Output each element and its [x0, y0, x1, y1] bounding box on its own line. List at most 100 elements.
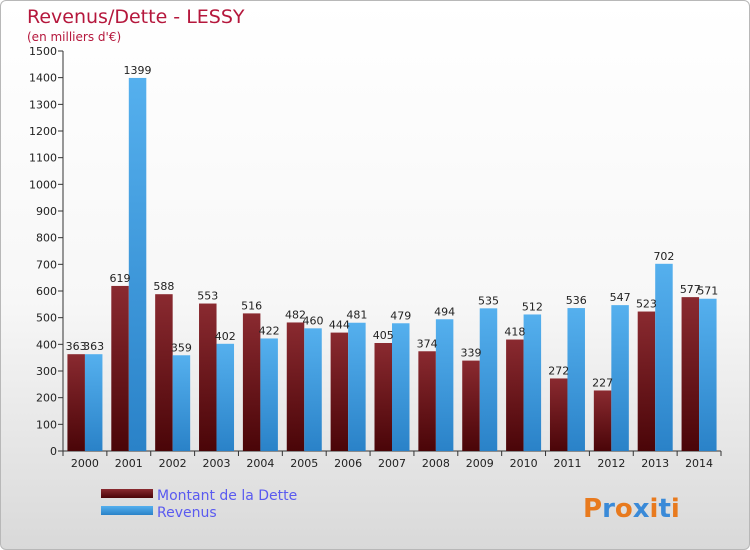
value-label: 523 — [636, 298, 657, 311]
value-label: 405 — [373, 329, 394, 342]
bar-dette — [593, 390, 612, 451]
bar-dette — [67, 354, 85, 451]
value-label: 516 — [241, 299, 262, 312]
value-label: 402 — [215, 330, 236, 343]
bar-revenus — [567, 308, 585, 451]
bar-revenus — [216, 343, 235, 451]
value-label: 339 — [460, 347, 481, 360]
y-tick-label: 1400 — [29, 72, 57, 85]
value-label: 363 — [66, 340, 87, 353]
bar-dette — [418, 351, 436, 451]
y-tick-label: 1000 — [29, 178, 57, 191]
bar-revenus — [260, 338, 278, 451]
y-tick-label: 1100 — [29, 152, 57, 165]
bar-dette — [155, 294, 173, 451]
bar-revenus — [523, 314, 542, 451]
legend-label: Montant de la Dette — [157, 488, 297, 504]
value-label: 479 — [390, 309, 411, 322]
bar-dette — [286, 322, 305, 451]
x-tick-label: 2007 — [378, 457, 406, 470]
y-tick-label: 700 — [36, 258, 57, 271]
value-label: 363 — [83, 340, 104, 353]
bar-revenus — [128, 77, 147, 451]
bar-revenus — [611, 305, 629, 451]
value-label: 494 — [434, 305, 455, 318]
value-label: 571 — [697, 285, 718, 298]
y-tick-label: 0 — [50, 445, 57, 458]
chart-subtitle: (en milliers d'€) — [27, 30, 121, 44]
x-tick-label: 2000 — [71, 457, 99, 470]
bar-dette — [506, 339, 524, 451]
value-label: 536 — [566, 294, 587, 307]
logo-text: Proxiti — [583, 494, 680, 524]
y-tick-label: 500 — [36, 312, 57, 325]
value-label: 512 — [522, 300, 543, 313]
value-label: 588 — [153, 280, 174, 293]
y-tick-label: 100 — [36, 418, 57, 431]
bar-revenus — [348, 322, 366, 451]
y-tick-label: 400 — [36, 338, 57, 351]
value-label: 418 — [504, 326, 525, 339]
bar-revenus — [172, 355, 191, 451]
value-label: 444 — [329, 319, 350, 332]
x-tick-label: 2013 — [641, 457, 669, 470]
value-label: 1399 — [124, 64, 152, 77]
bar-dette — [462, 360, 480, 451]
x-tick-label: 2012 — [597, 457, 625, 470]
legend-swatch — [101, 506, 153, 515]
y-tick-label: 600 — [36, 285, 57, 298]
y-axis: 0 100 200 300 400 500 600 700 800 900 1000 1100 1200… — [29, 45, 64, 458]
bar-revenus — [699, 298, 717, 451]
value-label: 482 — [285, 308, 306, 321]
x-tick-label: 2006 — [334, 457, 362, 470]
bar-revenus — [84, 354, 103, 451]
value-label: 359 — [171, 341, 192, 354]
value-label: 577 — [680, 283, 701, 296]
y-tick-label: 1300 — [29, 98, 57, 111]
value-label: 481 — [346, 309, 367, 322]
bar-dette — [681, 297, 700, 451]
value-label: 619 — [110, 272, 131, 285]
y-tick-label: 800 — [36, 232, 57, 245]
chart-title: Revenus/Dette - LESSY — [27, 6, 245, 28]
value-label: 553 — [197, 290, 218, 303]
bar-revenus — [479, 308, 498, 451]
legend-label: Revenus — [157, 505, 217, 521]
value-label: 460 — [303, 314, 324, 327]
bar-revenus — [392, 323, 410, 451]
value-label: 702 — [653, 250, 674, 263]
x-tick-label: 2005 — [290, 457, 318, 470]
bar-dette — [374, 343, 392, 451]
value-label: 374 — [417, 337, 438, 350]
y-tick-label: 1500 — [29, 45, 57, 58]
bar-dette — [242, 313, 261, 451]
bar-dette — [637, 311, 656, 451]
x-tick-label: 2001 — [115, 457, 143, 470]
bar-dette — [330, 332, 349, 451]
bar-revenus — [304, 328, 322, 451]
bar-dette — [199, 303, 217, 451]
x-tick-label: 2008 — [422, 457, 450, 470]
legend-swatch — [101, 489, 153, 498]
y-tick-label: 1200 — [29, 125, 57, 138]
bar-dette — [111, 285, 129, 451]
value-label: 422 — [259, 324, 280, 337]
y-tick-label: 200 — [36, 392, 57, 405]
bars — [67, 77, 717, 451]
x-tick-label: 2011 — [553, 457, 581, 470]
x-tick-label: 2010 — [510, 457, 538, 470]
bar-revenus — [655, 263, 673, 451]
bar-revenus — [435, 319, 454, 451]
x-tick-label: 2002 — [159, 457, 187, 470]
value-label: 535 — [478, 294, 499, 307]
value-label: 547 — [610, 291, 631, 304]
y-tick-label: 900 — [36, 205, 57, 218]
proxiti-logo: Proxiti — [583, 494, 680, 524]
x-tick-label: 2009 — [466, 457, 494, 470]
value-label: 227 — [592, 376, 613, 389]
value-label: 272 — [548, 364, 569, 377]
x-tick-label: 2014 — [685, 457, 713, 470]
